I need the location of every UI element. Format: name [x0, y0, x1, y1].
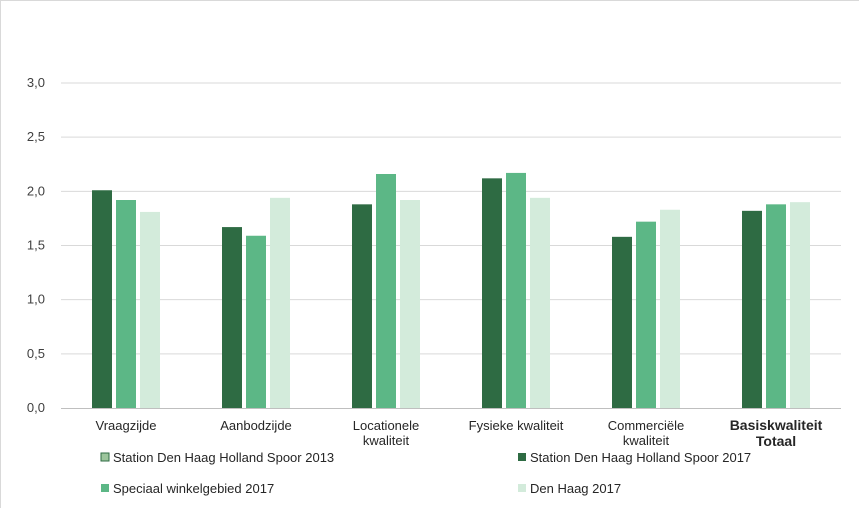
legend-label: Station Den Haag Holland Spoor 2013: [113, 450, 334, 465]
bar: [222, 227, 242, 408]
bar: [636, 221, 656, 408]
bar: [530, 197, 550, 408]
legend-swatch: [100, 452, 110, 462]
legend-swatch: [518, 453, 526, 461]
x-tick-label: Commerciële: [608, 418, 685, 433]
x-tick-label: Locationele: [353, 418, 420, 433]
legend-label: Den Haag 2017: [530, 481, 621, 496]
legend-swatch: [518, 484, 526, 492]
bar: [790, 202, 810, 408]
y-tick-label: 3,0: [27, 75, 45, 90]
x-tick-label: Basiskwaliteit: [730, 417, 823, 433]
bar: [766, 204, 786, 408]
legend-label: Speciaal winkelgebied 2017: [113, 481, 274, 496]
y-tick-label: 0,5: [27, 346, 45, 361]
x-tick-label: kwaliteit: [623, 433, 670, 448]
bar: [400, 200, 420, 408]
bar: [660, 209, 680, 408]
x-tick-label: Aanbodzijde: [220, 418, 292, 433]
y-tick-label: 2,5: [27, 129, 45, 144]
x-tick-label: Totaal: [756, 433, 796, 449]
bar: [742, 210, 762, 408]
x-tick-label: kwaliteit: [363, 433, 410, 448]
bar: [376, 174, 396, 408]
y-tick-label: 1,0: [27, 292, 45, 307]
bar: [352, 204, 372, 408]
legend-swatch: [101, 484, 109, 492]
legend-label: Station Den Haag Holland Spoor 2017: [530, 450, 751, 465]
bar: [116, 200, 136, 408]
x-tick-label: Vraagzijde: [96, 418, 157, 433]
bar: [506, 172, 526, 408]
bar: [246, 235, 266, 408]
bars: [92, 172, 810, 408]
y-tick-label: 2,0: [27, 183, 45, 198]
bar: [92, 190, 112, 408]
bar: [612, 236, 632, 408]
bar: [270, 197, 290, 408]
bar: [482, 178, 502, 408]
gridlines: [61, 82, 841, 355]
x-tick-label: Fysieke kwaliteit: [469, 418, 564, 433]
y-tick-label: 1,5: [27, 238, 45, 253]
y-tick-label: 0,0: [27, 400, 45, 415]
bar: [140, 211, 160, 408]
